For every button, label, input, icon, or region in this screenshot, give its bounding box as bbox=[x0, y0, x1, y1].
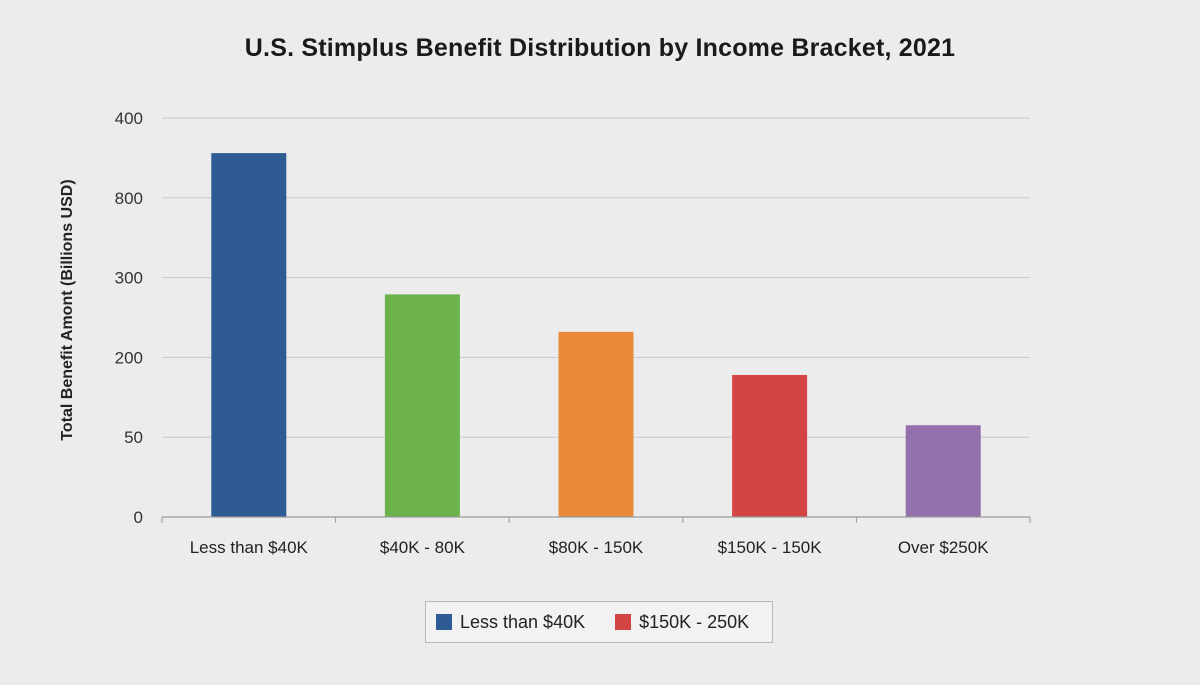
legend-swatch-0 bbox=[436, 614, 452, 630]
legend: Less than $40K $150K - 250K bbox=[425, 601, 773, 643]
x-tick-label-2: $80K - 150K bbox=[549, 538, 644, 557]
bar-0 bbox=[211, 153, 287, 517]
legend-label-1: $150K - 250K bbox=[639, 611, 750, 632]
bar-4 bbox=[905, 425, 981, 517]
bar-3 bbox=[732, 374, 808, 517]
legend-item-1: $150K - 250K bbox=[615, 612, 749, 633]
x-tick-label-0: Less than $40K bbox=[190, 538, 309, 557]
x-tick-label-4: Over $250K bbox=[898, 538, 989, 557]
tick-labels: 0 50 200 300 800 400 Less than $40K $40K - 80K $… bbox=[115, 109, 990, 557]
x-tick-label-1: $40K - 80K bbox=[380, 538, 466, 557]
legend-label-0: Less than $40K bbox=[460, 611, 586, 632]
y-tick-label-3: 300 bbox=[115, 269, 143, 288]
legend-item-0: Less than $40K bbox=[436, 612, 585, 633]
y-tick-label-4: 800 bbox=[115, 189, 143, 208]
bar-1 bbox=[384, 294, 460, 517]
bars bbox=[211, 153, 981, 517]
x-tick-label-3: $150K - 150K bbox=[718, 538, 823, 557]
y-tick-label-1: 50 bbox=[124, 428, 143, 447]
chart-title: U.S. Stimplus Benefit Distribution by In… bbox=[244, 34, 956, 62]
y-tick-label-5: 400 bbox=[115, 109, 143, 128]
legend-swatch-1 bbox=[615, 614, 632, 630]
bar-2 bbox=[558, 331, 634, 517]
y-tick-label-0: 0 bbox=[134, 508, 143, 527]
axes bbox=[161, 516, 1031, 523]
y-tick-label-2: 200 bbox=[115, 348, 143, 367]
